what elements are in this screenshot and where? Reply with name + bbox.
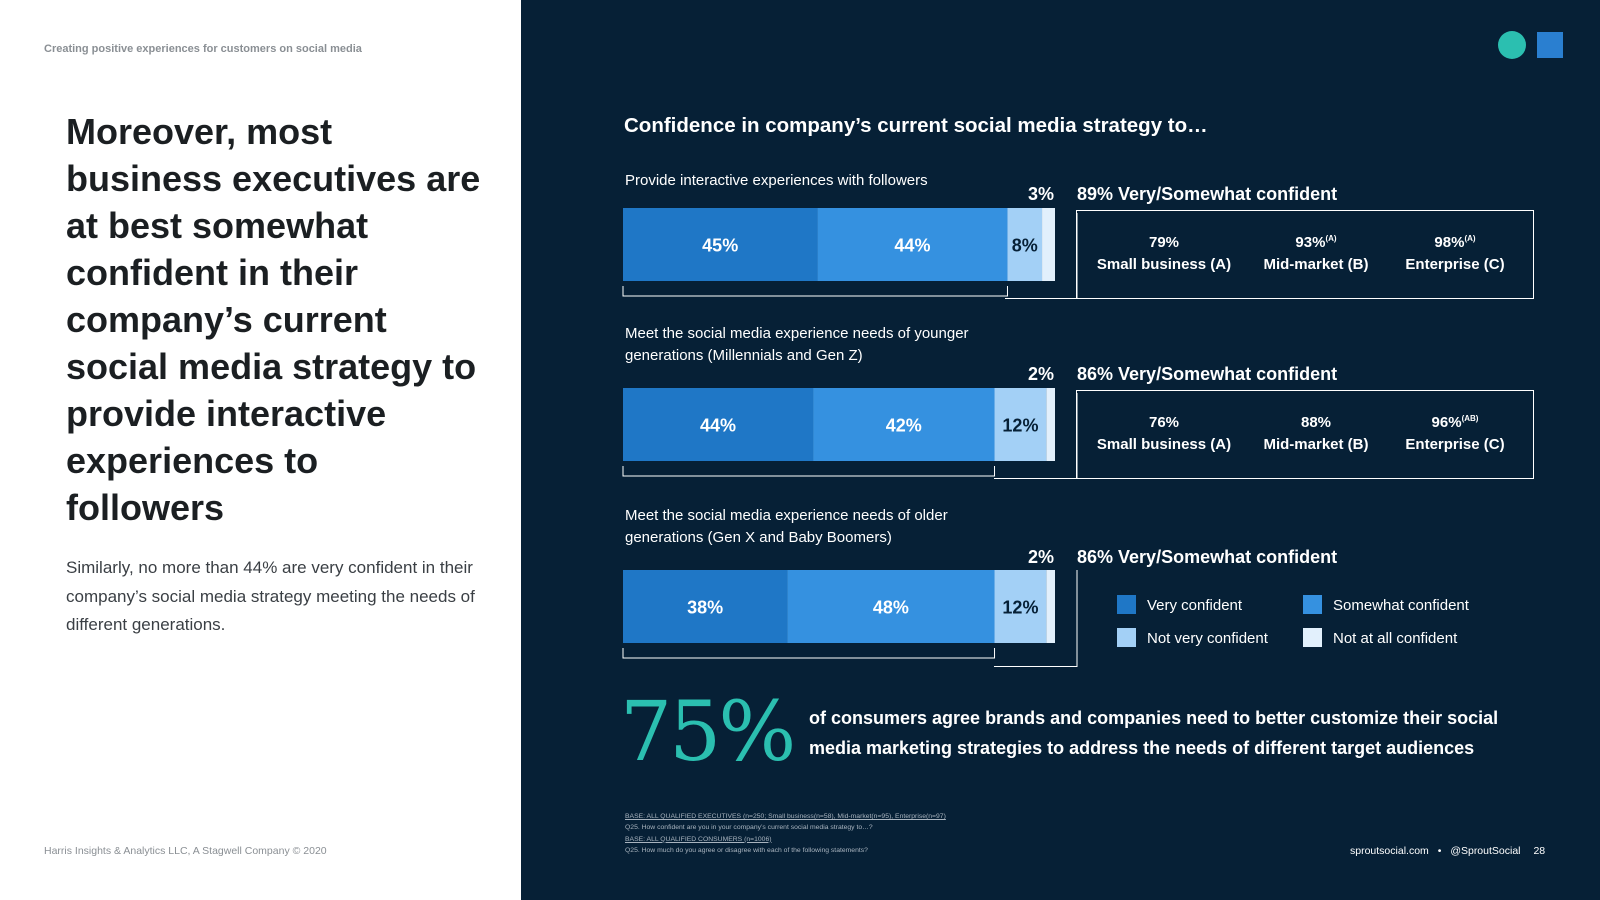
legend-swatch: [1303, 595, 1322, 614]
bar-segment-very-confident: [623, 208, 818, 281]
footer-handle[interactable]: @SproutSocial: [1450, 845, 1521, 857]
category-label: generations (Gen X and Baby Boomers): [625, 529, 892, 546]
not-at-all-label: 2%: [1028, 547, 1054, 567]
bar-segment-not-at-all-confident: [1046, 388, 1055, 461]
category-label: Meet the social media experience needs o…: [625, 325, 969, 342]
segment-label: Mid-market (B): [1263, 436, 1368, 453]
bar-value-label: 42%: [886, 416, 922, 436]
left-panel: Creating positive experiences for custom…: [0, 0, 521, 900]
legend-label: Very confident: [1147, 597, 1243, 614]
bar-segment-somewhat-confident: [817, 208, 1008, 281]
footnotes: BASE: ALL QUALIFIED EXECUTIVES (n=250; S…: [625, 811, 1385, 856]
segment-value: 76%: [1149, 414, 1179, 431]
segment-box: [1076, 210, 1534, 299]
category-label: Provide interactive experiences with fol…: [625, 172, 928, 189]
bar-segment-not-at-all-confident: [1046, 570, 1055, 643]
bar-value-label: 12%: [1002, 598, 1038, 618]
bar-segment-somewhat-confident: [787, 570, 995, 643]
copyright-notice: Harris Insights & Analytics LLC, A Stagw…: [44, 845, 327, 857]
bar-segment-not-at-all-confident: [1042, 208, 1055, 281]
segment-significance: (A): [1464, 234, 1475, 243]
segment-value: 96%(AB): [1432, 414, 1479, 431]
segment-box: [1076, 390, 1534, 479]
bar-value-label: 45%: [702, 236, 738, 256]
legend-swatch: [1117, 595, 1136, 614]
section-eyebrow: Creating positive experiences for custom…: [44, 43, 362, 55]
total-confident-label: 89% Very/Somewhat confident: [1077, 184, 1337, 204]
chart-title: Confidence in company’s current social m…: [624, 114, 1208, 137]
footnote-base-executives: BASE: ALL QUALIFIED EXECUTIVES (n=250; S…: [625, 813, 946, 820]
bar-value-label: 12%: [1002, 416, 1038, 436]
bar-value-label: 8%: [1012, 236, 1038, 256]
segment-significance: (AB): [1462, 414, 1479, 423]
total-confident-label: 86% Very/Somewhat confident: [1077, 547, 1337, 567]
body-paragraph: Similarly, no more than 44% are very con…: [66, 558, 475, 634]
segment-value: 93%(A): [1295, 234, 1336, 251]
legend-swatch: [1117, 628, 1136, 647]
consumer-stat-value: 75%: [620, 685, 796, 780]
footer-separator: •: [1437, 845, 1442, 857]
blue-square-icon: [1537, 32, 1563, 58]
legend-label: Not at all confident: [1333, 630, 1458, 647]
segment-significance: (A): [1325, 234, 1336, 243]
bar-value-label: 44%: [894, 236, 930, 256]
not-at-all-label: 2%: [1028, 364, 1054, 384]
confident-bracket: [622, 648, 996, 659]
segment-value: 88%: [1301, 414, 1331, 431]
legend-swatch: [1303, 628, 1322, 647]
segment-label: Enterprise (C): [1405, 436, 1504, 453]
bar-value-label: 38%: [687, 598, 723, 618]
segment-value: 79%: [1149, 234, 1179, 251]
bar-value-label: 48%: [873, 598, 909, 618]
category-label: Meet the social media experience needs o…: [625, 507, 948, 524]
footnote-question-consumers: Q25. How much do you agree or disagree w…: [625, 846, 868, 854]
footnote-question-executives: Q25. How confident are you in your compa…: [625, 824, 873, 832]
teal-circle-icon: [1498, 31, 1526, 59]
bar-segment-somewhat-confident: [813, 388, 995, 461]
site-footer: sproutsocial.com • @SproutSocial 28: [1350, 845, 1545, 857]
bar-value-label: 44%: [700, 416, 736, 436]
headline: Moreover, most business executives are a…: [66, 111, 481, 528]
bar-segment-very-confident: [623, 388, 814, 461]
segment-label: Enterprise (C): [1405, 256, 1504, 273]
category-label: generations (Millennials and Gen Z): [625, 347, 863, 364]
bar-segment-not-very-confident: [994, 388, 1047, 461]
bar-segment-not-very-confident: [994, 570, 1047, 643]
legend-label: Not very confident: [1147, 630, 1269, 647]
legend-label: Somewhat confident: [1333, 597, 1470, 614]
not-at-all-label: 3%: [1028, 184, 1054, 204]
segment-label: Small business (A): [1097, 256, 1231, 273]
connector-line: [994, 570, 1078, 667]
total-confident-label: 86% Very/Somewhat confident: [1077, 364, 1337, 384]
segment-label: Small business (A): [1097, 436, 1231, 453]
bar-segment-very-confident: [623, 570, 788, 643]
bar-segment-not-very-confident: [1007, 208, 1043, 281]
segment-value: 98%(A): [1434, 234, 1475, 251]
consumer-stat-text: of consumers agree brands and companies …: [809, 708, 1499, 758]
footnote-base-consumers: BASE: ALL QUALIFIED CONSUMERS (n=1006): [625, 835, 772, 843]
page-number: 28: [1533, 845, 1546, 857]
segment-label: Mid-market (B): [1263, 256, 1368, 273]
footer-site[interactable]: sproutsocial.com: [1350, 845, 1429, 857]
confident-bracket: [622, 286, 1008, 297]
confident-bracket: [622, 466, 996, 477]
